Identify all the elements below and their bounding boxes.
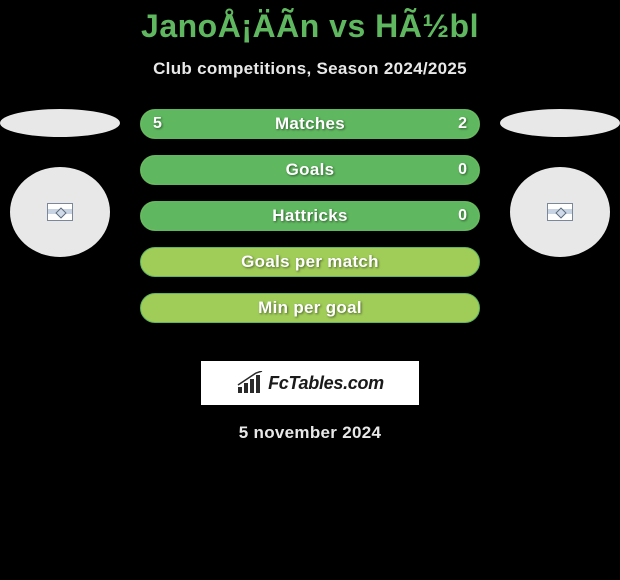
stat-row-hattricks: Hattricks 0 — [140, 201, 480, 231]
right-player-col — [500, 109, 620, 257]
page-title: JanoÅ¡ÄÃ­n vs HÃ½bl — [0, 0, 620, 45]
right-player-ellipse — [500, 109, 620, 137]
stat-row-min-per-goal: Min per goal — [140, 293, 480, 323]
stat-row-goals-per-match: Goals per match — [140, 247, 480, 277]
stat-right-value: 0 — [458, 156, 467, 184]
stat-label: Hattricks — [141, 202, 479, 230]
subtitle: Club competitions, Season 2024/2025 — [0, 59, 620, 79]
left-player-badge — [10, 167, 110, 257]
stat-row-goals: Goals 0 — [140, 155, 480, 185]
stat-label: Matches — [141, 110, 479, 138]
slovakia-flag-icon — [47, 203, 73, 221]
stat-row-matches: 5 Matches 2 — [140, 109, 480, 139]
date-text: 5 november 2024 — [0, 423, 620, 443]
brand-text: FcTables.com — [268, 373, 384, 394]
stat-right-value: 2 — [458, 110, 467, 138]
stat-bars: 5 Matches 2 Goals 0 Hattricks 0 Goals pe… — [140, 109, 480, 339]
stat-label: Goals — [141, 156, 479, 184]
stat-label: Goals per match — [141, 248, 479, 276]
comparison-block: 5 Matches 2 Goals 0 Hattricks 0 Goals pe… — [0, 109, 620, 349]
slovakia-flag-icon — [547, 203, 573, 221]
left-player-ellipse — [0, 109, 120, 137]
brand-chart-icon — [236, 371, 264, 395]
brand-banner: FcTables.com — [201, 361, 419, 405]
stat-label: Min per goal — [141, 294, 479, 322]
right-player-badge — [510, 167, 610, 257]
left-player-col — [0, 109, 120, 257]
stat-right-value: 0 — [458, 202, 467, 230]
